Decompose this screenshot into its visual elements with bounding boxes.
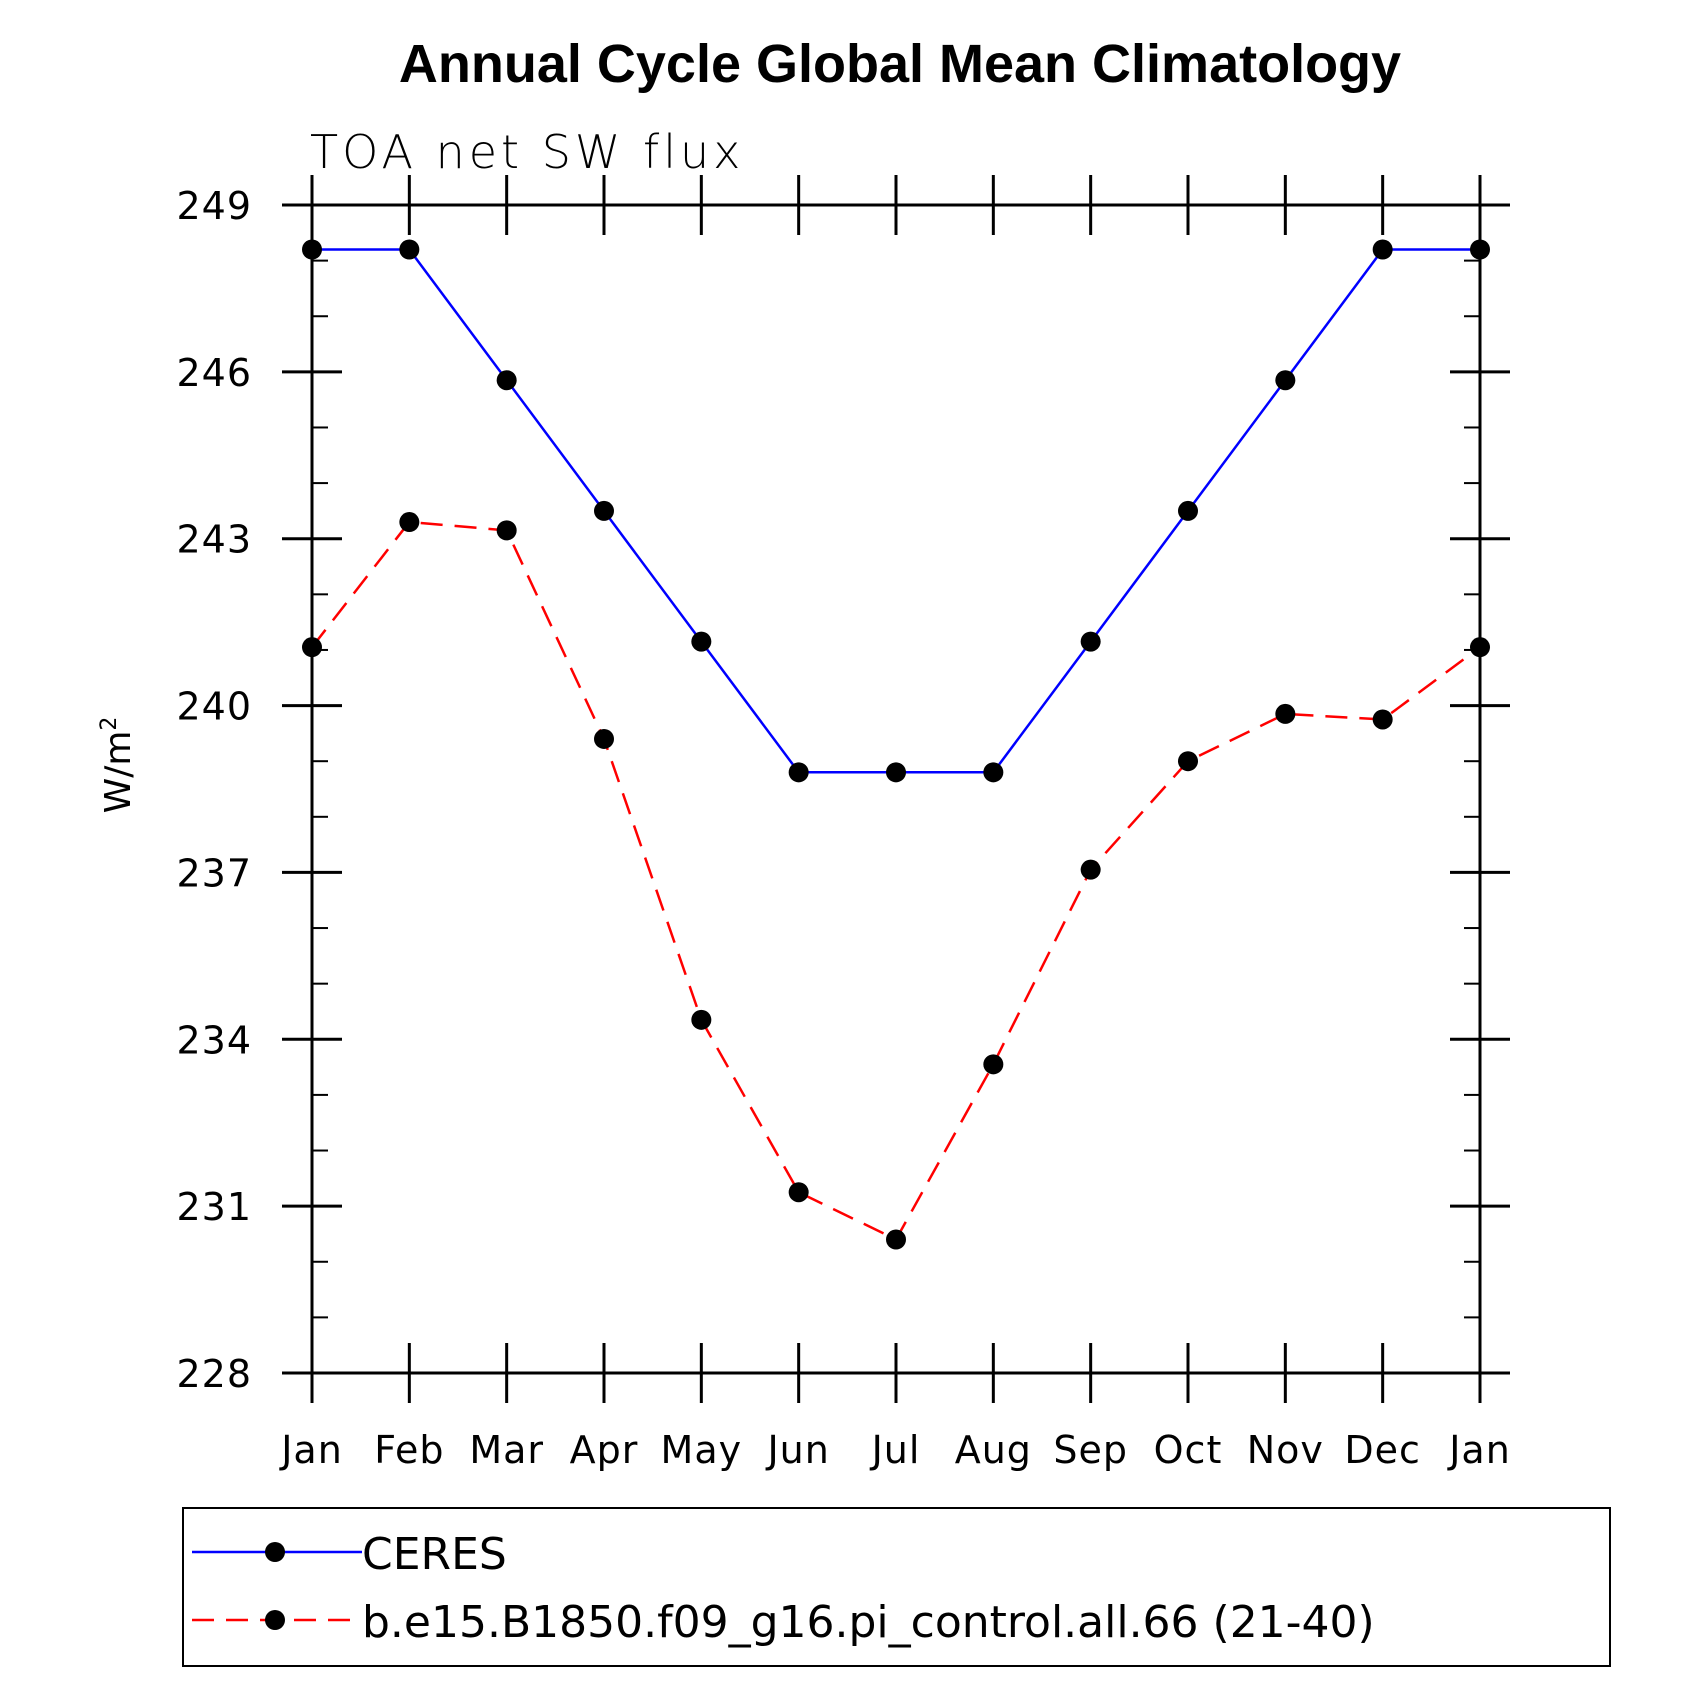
x-tick-label: Apr <box>570 1428 639 1472</box>
legend: CERES b.e15.B1850.f09_g16.pi_control.all… <box>182 1507 1611 1667</box>
x-tick-label: Nov <box>1247 1428 1324 1472</box>
x-tick-label: Jun <box>765 1428 829 1472</box>
legend-marker-model <box>265 1610 285 1630</box>
y-tick-label: 228 <box>176 1352 252 1396</box>
x-tick-label: Jan <box>1447 1428 1511 1472</box>
x-tick-label: Jul <box>870 1428 921 1472</box>
y-tick-label: 237 <box>176 851 252 895</box>
series-markers <box>302 239 1490 1250</box>
data-point-ceres <box>1372 239 1393 260</box>
y-axis-label: W/m2 <box>97 717 139 814</box>
series-lines <box>311 248 1481 1242</box>
data-point-model <box>594 728 614 749</box>
svg-text:W/m2: W/m2 <box>97 717 139 814</box>
data-point-model <box>399 512 420 533</box>
data-point-ceres <box>1470 239 1490 260</box>
legend-marker-ceres <box>265 1542 285 1562</box>
data-point-ceres <box>983 762 1004 783</box>
x-tick-label: Oct <box>1154 1428 1223 1472</box>
x-tick-label: Aug <box>955 1428 1032 1472</box>
data-point-ceres <box>496 370 517 391</box>
y-tick-label: 249 <box>176 184 252 228</box>
plot-frame <box>310 203 1482 1375</box>
data-point-model <box>1080 859 1101 880</box>
chart-title: Annual Cycle Global Mean Climatology <box>399 34 1401 94</box>
data-point-model <box>983 1054 1004 1075</box>
data-point-model <box>788 1182 809 1203</box>
y-tick-label: 231 <box>176 1185 252 1229</box>
legend-box <box>182 1507 1611 1667</box>
data-point-ceres <box>1080 631 1101 652</box>
data-point-ceres <box>1275 370 1296 391</box>
data-point-model <box>496 520 517 541</box>
y-axis-label-text: W/m <box>98 731 139 814</box>
series-line-model <box>311 520 1481 1242</box>
y-axis-label-superscript: 2 <box>97 717 122 731</box>
x-tick-labels: Jan Feb Mar Apr May Jun Jul Aug Sep Oct Nov Dec Jan <box>279 1428 1511 1472</box>
data-point-ceres <box>302 239 322 260</box>
legend-label-model: b.e15.B1850.f09_g16.pi_control.all.66 (2… <box>362 1597 1375 1648</box>
y-tick-labels: 228 231 234 237 240 243 246 249 <box>176 184 252 1396</box>
y-tick-label: 246 <box>176 351 252 395</box>
x-tick-label: Mar <box>469 1428 544 1472</box>
data-point-model <box>1178 751 1198 772</box>
data-point-ceres <box>691 631 712 652</box>
data-point-model <box>302 637 322 658</box>
x-tick-label: Sep <box>1053 1428 1128 1472</box>
y-tick-label: 243 <box>176 518 252 562</box>
data-point-model <box>1275 703 1296 724</box>
x-tick-label: May <box>661 1428 743 1472</box>
chart-subtitle: TOA net SW flux <box>310 125 744 179</box>
data-point-ceres <box>594 500 614 521</box>
data-point-ceres <box>1178 500 1198 521</box>
x-tick-label: Feb <box>374 1428 444 1472</box>
data-point-ceres <box>886 762 906 783</box>
axis-ticks <box>282 175 1510 1403</box>
y-tick-label: 240 <box>176 685 252 729</box>
x-tick-label: Dec <box>1344 1428 1421 1472</box>
data-point-model <box>1470 637 1490 658</box>
data-point-model <box>691 1009 712 1030</box>
data-point-model <box>1372 709 1393 730</box>
series-line-ceres <box>312 248 1480 774</box>
data-point-ceres <box>788 762 809 783</box>
data-point-ceres <box>399 239 420 260</box>
x-tick-label: Jan <box>279 1428 343 1472</box>
data-point-model <box>886 1229 906 1250</box>
y-tick-label: 234 <box>176 1018 252 1062</box>
legend-label-ceres: CERES <box>362 1529 507 1580</box>
